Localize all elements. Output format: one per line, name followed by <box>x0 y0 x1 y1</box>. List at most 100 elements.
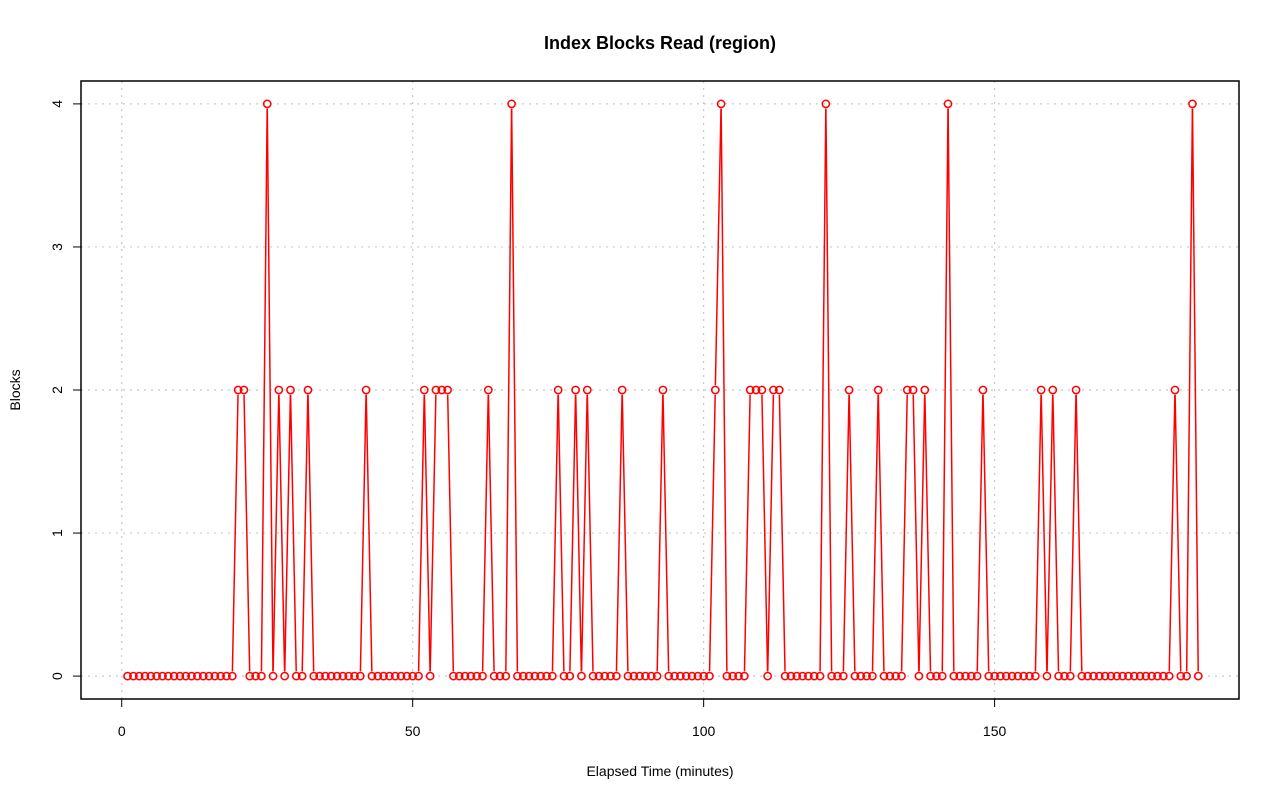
data-point <box>600 671 610 681</box>
line-segment <box>941 108 949 672</box>
data-point <box>1077 671 1087 681</box>
data-point <box>565 671 575 681</box>
data-point <box>1001 671 1011 681</box>
data-point <box>280 671 290 681</box>
line-segment <box>656 394 664 672</box>
line-segment <box>481 394 489 672</box>
data-point <box>204 671 214 681</box>
data-point <box>175 671 185 681</box>
line-segment <box>266 108 274 672</box>
line-segment <box>947 108 955 672</box>
data-point <box>1164 671 1174 681</box>
data-point <box>641 671 650 681</box>
data-point <box>961 671 970 681</box>
data-point <box>530 671 540 681</box>
data-point <box>1089 671 1098 681</box>
data-point <box>757 385 767 395</box>
line-segment <box>260 108 268 672</box>
data-point <box>425 671 435 681</box>
data-point <box>291 671 301 681</box>
data-point <box>443 385 452 395</box>
y-tick-label-0: 0 <box>49 672 65 680</box>
data-point <box>1036 385 1046 395</box>
data-point <box>769 385 778 395</box>
data-point <box>1112 671 1122 681</box>
line-segment <box>900 394 908 672</box>
data-point <box>920 385 930 395</box>
data-point <box>373 671 383 681</box>
data-point <box>844 385 854 395</box>
data-point <box>966 671 976 681</box>
data-point <box>315 671 324 681</box>
data-point <box>460 671 470 681</box>
line-segment <box>569 394 577 672</box>
data-point <box>251 671 260 681</box>
data-point <box>152 671 161 681</box>
line-segment <box>557 394 565 672</box>
line-segment <box>580 394 588 672</box>
data-point <box>1147 671 1157 681</box>
data-point <box>1182 671 1191 681</box>
data-point <box>350 671 359 681</box>
data-point <box>489 671 499 681</box>
data-point <box>309 671 319 681</box>
data-point <box>181 671 191 681</box>
data-point <box>431 385 441 395</box>
data-point <box>1065 671 1075 681</box>
data-point <box>449 671 458 681</box>
data-point <box>577 671 586 681</box>
data-point <box>873 385 883 395</box>
data-point <box>210 671 220 681</box>
line-segment <box>912 394 920 672</box>
data-point <box>722 671 732 681</box>
data-point <box>862 671 871 681</box>
x-tick-label-3: 150 <box>983 723 1007 739</box>
line-segment <box>848 394 856 672</box>
data-point <box>926 671 935 681</box>
data-point <box>402 671 412 681</box>
line-segment <box>714 108 722 386</box>
data-point <box>1159 671 1168 681</box>
line-segment <box>586 394 594 672</box>
line-segment <box>487 394 495 672</box>
data-point <box>355 671 365 681</box>
grid-lines <box>81 81 1239 699</box>
line-segment <box>510 108 519 672</box>
line-segment <box>272 394 280 672</box>
data-point <box>1153 671 1162 681</box>
data-point <box>984 671 994 681</box>
data-point <box>815 671 825 681</box>
data-point <box>1060 671 1069 681</box>
data-point <box>338 671 348 681</box>
data-point <box>361 385 371 395</box>
data-point <box>1176 671 1186 681</box>
data-point <box>297 671 307 681</box>
data-point <box>134 671 144 681</box>
data-point <box>932 671 941 681</box>
data-point <box>1170 385 1180 395</box>
data-point <box>652 671 662 681</box>
line-segment <box>842 394 850 672</box>
line-segment <box>359 394 367 672</box>
data-point <box>419 385 429 395</box>
data-point <box>745 385 755 395</box>
series-line-0 <box>231 108 1199 672</box>
data-point <box>198 671 208 681</box>
data-point <box>914 671 924 681</box>
x-tick-label-0: 0 <box>118 723 126 739</box>
data-point <box>972 671 982 681</box>
data-point <box>274 385 284 395</box>
line-segment <box>1040 394 1048 672</box>
line-segment <box>871 394 879 672</box>
data-point <box>740 671 749 681</box>
data-point <box>239 385 249 395</box>
data-point <box>524 671 534 681</box>
data-point <box>1013 671 1023 681</box>
line-segment <box>231 394 239 672</box>
data-point <box>1007 671 1017 681</box>
data-point <box>786 671 796 681</box>
data-point <box>734 671 743 681</box>
data-point <box>222 671 231 681</box>
data-point <box>885 671 895 681</box>
data-point <box>827 671 837 681</box>
